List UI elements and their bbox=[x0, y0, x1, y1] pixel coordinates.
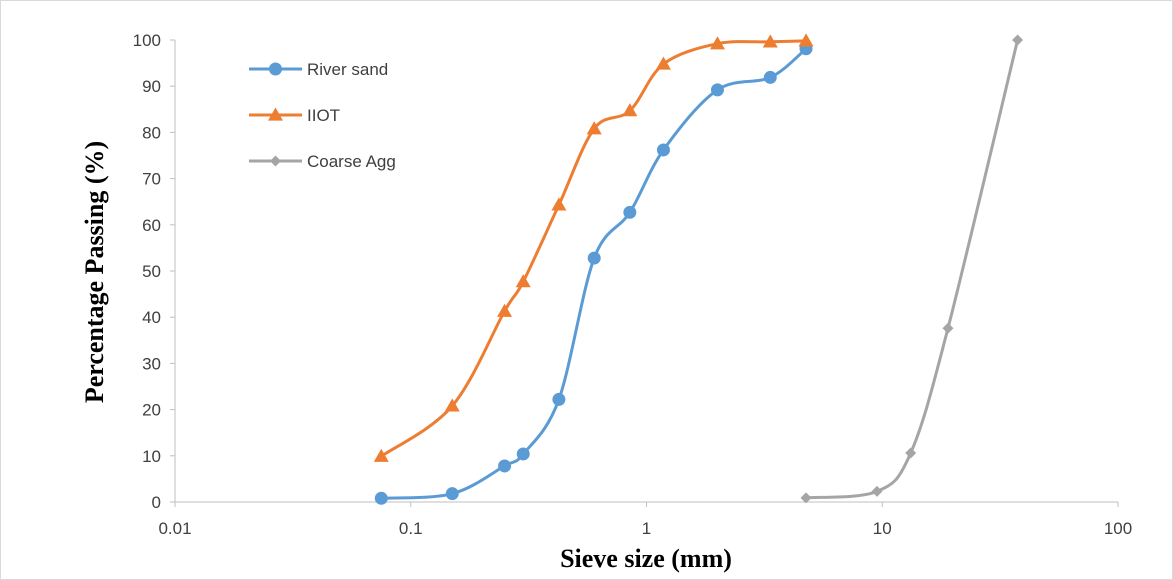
y-tick-label: 70 bbox=[142, 170, 161, 189]
y-tick-label: 100 bbox=[133, 31, 161, 50]
data-point-iiot bbox=[444, 398, 460, 412]
legend-item-river-sand: River sand bbox=[249, 60, 388, 79]
y-tick-label: 60 bbox=[142, 216, 161, 235]
x-tick-label: 100 bbox=[1104, 519, 1132, 538]
series-coarse-agg bbox=[800, 34, 1024, 504]
series-line-iiot bbox=[379, 39, 808, 458]
data-point-river-sand bbox=[445, 487, 459, 501]
data-point-river-sand bbox=[498, 459, 512, 473]
y-tick-label: 50 bbox=[142, 262, 161, 281]
y-tick-label: 40 bbox=[142, 308, 161, 327]
data-point-iiot bbox=[762, 34, 778, 48]
x-tick-label: 0.1 bbox=[399, 519, 423, 538]
legend-label: River sand bbox=[307, 60, 388, 79]
data-point-iiot bbox=[373, 448, 389, 462]
legend-item-coarse-agg: Coarse Agg bbox=[249, 152, 396, 171]
y-tick-label: 20 bbox=[142, 401, 161, 420]
y-tick-label: 0 bbox=[152, 493, 161, 512]
x-axis-title: Sieve size (mm) bbox=[560, 544, 732, 573]
data-point-river-sand bbox=[656, 143, 670, 157]
series-river-sand bbox=[374, 42, 813, 505]
data-point-coarse-agg bbox=[905, 447, 917, 459]
data-point-river-sand bbox=[710, 83, 724, 97]
data-point-river-sand bbox=[516, 447, 530, 461]
legend-marker bbox=[268, 107, 283, 121]
y-tick-label: 90 bbox=[142, 77, 161, 96]
data-point-iiot bbox=[497, 303, 513, 317]
y-tick-label: 30 bbox=[142, 354, 161, 373]
data-point-coarse-agg bbox=[942, 322, 954, 334]
series-line-river-sand bbox=[379, 47, 808, 500]
legend-marker bbox=[269, 62, 282, 76]
y-axis-title: Percentage Passing (%) bbox=[80, 141, 109, 403]
data-point-iiot bbox=[798, 33, 814, 47]
data-point-coarse-agg bbox=[800, 492, 812, 504]
data-point-river-sand bbox=[623, 205, 637, 219]
legend: River sand IIOT Coarse Agg bbox=[249, 60, 396, 171]
data-point-iiot bbox=[515, 274, 531, 288]
series-iiot bbox=[373, 33, 814, 462]
axes-layer: 0 10 20 30 40 50 60 70 80 90 100 0.01 0.1 1 10 100 bbox=[133, 31, 1133, 538]
x-tick-label: 1 bbox=[642, 519, 651, 538]
legend-label: IIOT bbox=[307, 106, 340, 125]
data-point-river-sand bbox=[587, 251, 601, 265]
data-point-river-sand bbox=[552, 392, 566, 406]
data-point-iiot bbox=[655, 56, 671, 70]
data-point-iiot bbox=[709, 36, 725, 50]
y-tick-label: 10 bbox=[142, 447, 161, 466]
legend-label: Coarse Agg bbox=[307, 152, 396, 171]
legend-marker bbox=[270, 155, 281, 167]
data-point-coarse-agg bbox=[871, 485, 883, 497]
series-layer bbox=[373, 33, 1024, 505]
data-point-iiot bbox=[551, 197, 567, 211]
y-tick-label: 80 bbox=[142, 123, 161, 142]
data-point-coarse-agg bbox=[1012, 34, 1024, 46]
x-tick-label: 0.01 bbox=[158, 519, 191, 538]
data-point-river-sand bbox=[374, 491, 388, 505]
data-point-river-sand bbox=[763, 70, 777, 84]
data-point-iiot bbox=[622, 103, 638, 117]
series-line-coarse-agg bbox=[804, 38, 1020, 500]
data-point-iiot bbox=[586, 121, 602, 135]
x-tick-label: 10 bbox=[873, 519, 892, 538]
legend-item-iiot: IIOT bbox=[249, 106, 340, 125]
